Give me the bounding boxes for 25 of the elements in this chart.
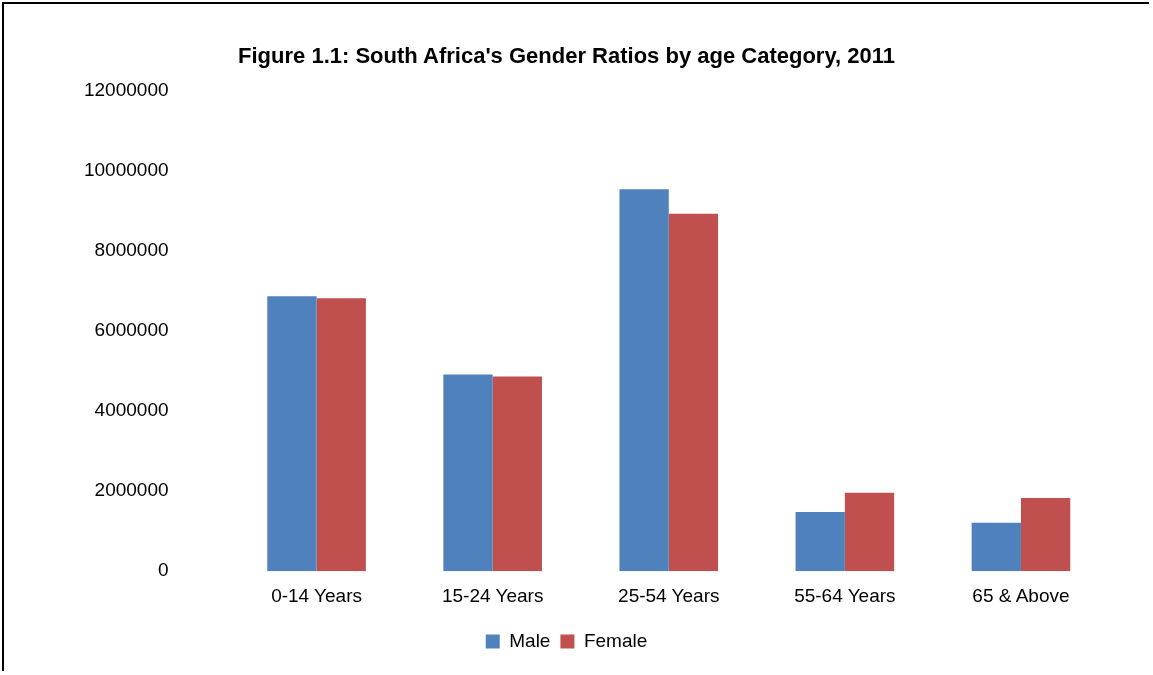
bar xyxy=(316,298,366,572)
bar xyxy=(267,296,317,572)
bar xyxy=(443,374,493,572)
bar xyxy=(971,522,1021,572)
y-tick-label: 12000000 xyxy=(83,78,169,100)
x-tick-label: 15-24 Years xyxy=(441,584,544,606)
legend-label: Male xyxy=(509,629,551,651)
x-tick-label: 0-14 Years xyxy=(271,584,363,606)
legend-label: Female xyxy=(583,629,648,651)
chart-title: Figure 1.1: South Africa's Gender Ratios by age Category, 2011 xyxy=(238,43,895,69)
bar xyxy=(795,511,845,572)
bar xyxy=(1020,497,1071,572)
x-tick-label: 25-54 Years xyxy=(618,584,720,606)
y-tick-label: 6000000 xyxy=(94,319,169,341)
bar xyxy=(619,189,669,572)
y-tick-label: 8000000 xyxy=(94,238,169,260)
bar xyxy=(844,492,895,572)
x-tick-label: 65 & Above xyxy=(972,584,1070,606)
y-tick-label: 2000000 xyxy=(94,479,169,501)
bar xyxy=(492,376,542,572)
y-tick-label: 4000000 xyxy=(94,399,169,421)
y-tick-label: 10000000 xyxy=(83,158,169,180)
y-tick-label: 0 xyxy=(157,559,169,581)
x-tick-label: 55-64 Years xyxy=(794,584,896,606)
bar xyxy=(668,213,719,572)
